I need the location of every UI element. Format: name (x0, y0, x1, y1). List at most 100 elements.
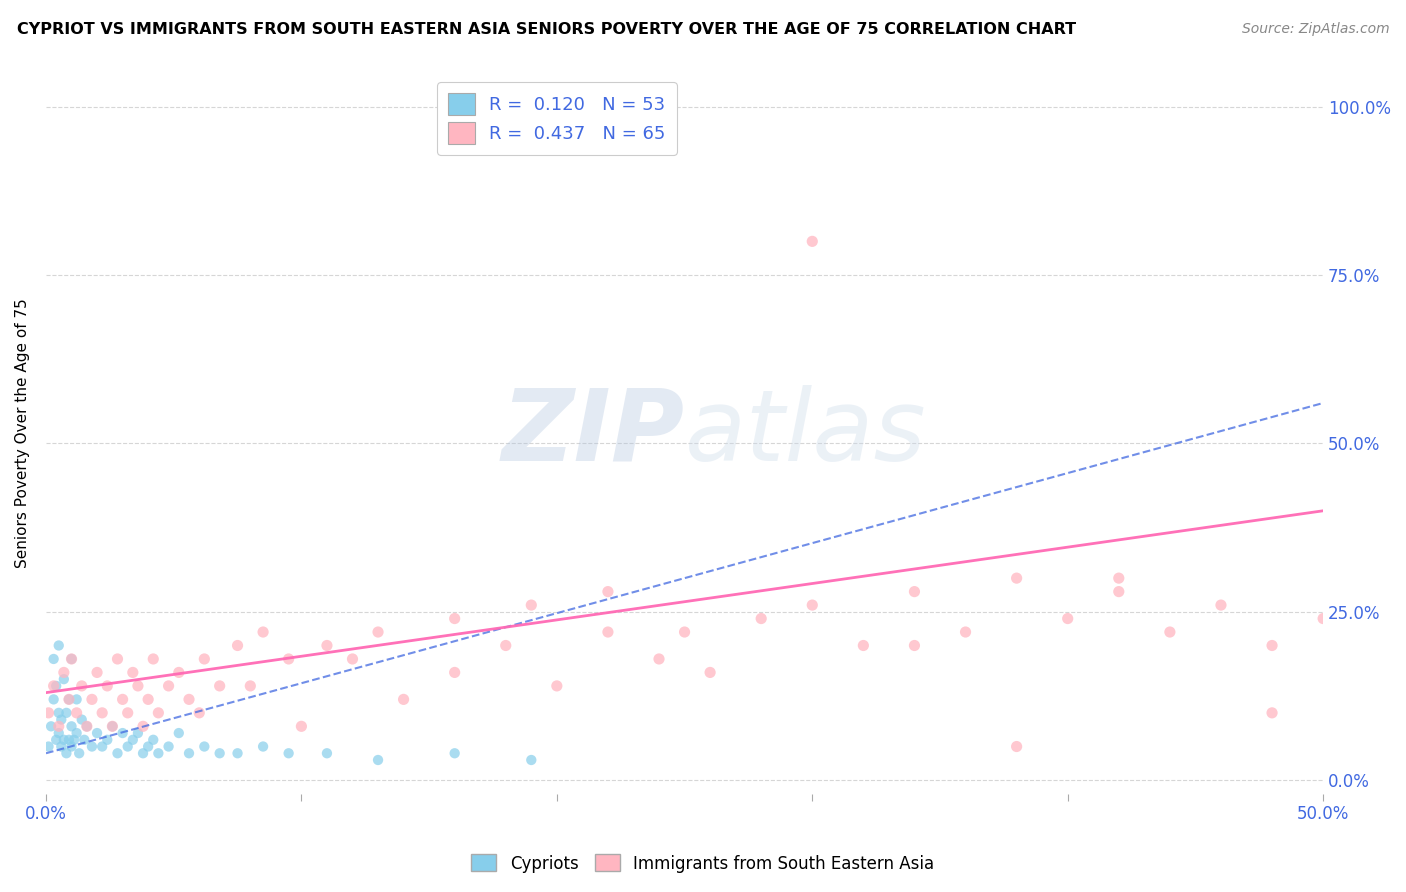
Point (193, 739, 215, 754)
Point (58, 732, 80, 747)
Point (1108, 571, 1130, 585)
Point (121, 665, 143, 680)
Point (127, 726, 149, 740)
Point (177, 746, 200, 760)
Point (76, 719, 98, 733)
Point (208, 746, 231, 760)
Point (111, 692, 134, 706)
Point (443, 746, 465, 760)
Point (136, 739, 159, 754)
Point (157, 739, 180, 754)
Point (76, 719, 98, 733)
Point (73, 732, 96, 747)
Point (52, 732, 75, 747)
Point (60, 719, 83, 733)
Point (65, 726, 87, 740)
Point (342, 652, 364, 666)
Point (157, 679, 180, 693)
Point (177, 692, 200, 706)
Point (226, 746, 249, 760)
Point (101, 719, 124, 733)
Point (86, 726, 108, 740)
Point (70, 713, 93, 727)
Point (801, 598, 824, 612)
Point (58, 692, 80, 706)
Point (316, 746, 339, 760)
Point (80, 739, 103, 754)
Point (42, 679, 65, 693)
Point (96, 732, 118, 747)
Point (142, 732, 165, 747)
Point (107, 746, 129, 760)
Point (65, 706, 87, 720)
Point (367, 753, 389, 767)
Point (91, 739, 114, 754)
Point (67, 746, 90, 760)
Point (117, 706, 139, 720)
Point (132, 746, 155, 760)
Point (55, 746, 77, 760)
Point (903, 584, 925, 599)
Point (80, 692, 103, 706)
Point (252, 739, 274, 754)
Point (699, 665, 721, 680)
Point (208, 679, 231, 693)
Legend: R =  0.120   N = 53, R =  0.437   N = 65: R = 0.120 N = 53, R = 0.437 N = 65 (437, 82, 676, 155)
Point (1261, 706, 1284, 720)
Point (277, 746, 299, 760)
Point (70, 679, 93, 693)
Point (107, 652, 129, 666)
Point (520, 753, 543, 767)
Text: atlas: atlas (685, 384, 927, 482)
Point (148, 746, 170, 760)
Point (136, 692, 159, 706)
Point (45, 732, 67, 747)
Point (1108, 584, 1130, 599)
Point (51, 739, 73, 754)
Point (277, 652, 299, 666)
Point (42, 692, 65, 706)
Point (96, 679, 118, 693)
Point (1056, 611, 1078, 625)
Point (117, 739, 139, 754)
Point (51, 713, 73, 727)
Legend: Cypriots, Immigrants from South Eastern Asia: Cypriots, Immigrants from South Eastern … (465, 847, 941, 880)
Point (801, 235, 824, 249)
Point (60, 739, 83, 754)
Point (58, 692, 80, 706)
Point (546, 679, 568, 693)
Point (39, 719, 62, 733)
Point (520, 598, 543, 612)
Point (188, 706, 211, 720)
Point (55, 706, 77, 720)
Point (903, 639, 925, 653)
Point (193, 652, 215, 666)
Point (101, 719, 124, 733)
Point (495, 639, 517, 653)
Point (443, 665, 465, 680)
Point (38, 739, 60, 754)
Point (316, 639, 339, 653)
Point (63, 732, 86, 747)
Point (749, 611, 772, 625)
Point (1312, 611, 1334, 625)
Point (142, 652, 165, 666)
Text: CYPRIOT VS IMMIGRANTS FROM SOUTH EASTERN ASIA SENIORS POVERTY OVER THE AGE OF 75: CYPRIOT VS IMMIGRANTS FROM SOUTH EASTERN… (17, 22, 1076, 37)
Point (1005, 739, 1028, 754)
Point (443, 611, 465, 625)
Point (48, 726, 70, 740)
Point (392, 692, 415, 706)
Point (955, 625, 977, 640)
Point (127, 679, 149, 693)
Point (38, 706, 60, 720)
Point (121, 732, 143, 747)
Point (1159, 625, 1181, 640)
Point (48, 706, 70, 720)
Text: Source: ZipAtlas.com: Source: ZipAtlas.com (1241, 22, 1389, 37)
Point (290, 719, 312, 733)
Point (252, 625, 274, 640)
Text: ZIP: ZIP (502, 384, 685, 482)
Point (86, 665, 108, 680)
Point (42, 652, 65, 666)
Point (596, 584, 619, 599)
